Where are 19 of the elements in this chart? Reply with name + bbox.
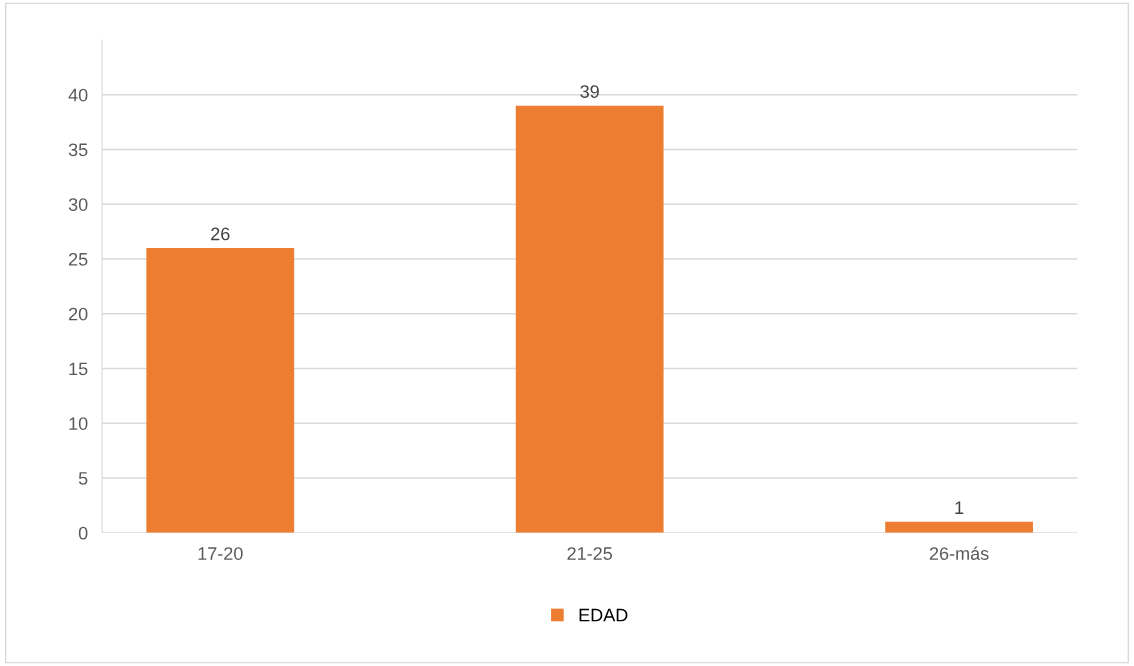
legend-label: EDAD [579, 608, 628, 622]
y-tick-label: 0 [78, 526, 88, 540]
y-tick-label: 25 [69, 252, 88, 266]
y-tick-label: 10 [69, 417, 88, 430]
data-label: 1 [955, 501, 964, 514]
bar [515, 105, 664, 533]
x-tick-label: 21-25 [567, 547, 613, 560]
y-tick-label: 5 [78, 472, 88, 485]
y-tick-label: 15 [69, 362, 88, 376]
y-tick-label: 40 [68, 88, 88, 102]
x-tick-label: 17-20 [198, 547, 243, 560]
y-tick-label: 35 [68, 143, 88, 157]
y-tick-label: 20 [69, 307, 88, 321]
x-tick-label: 26-más [929, 546, 989, 560]
data-label: 26 [211, 227, 230, 241]
data-label: 39 [580, 85, 599, 98]
bar [885, 521, 1033, 533]
y-tick-label: 30 [68, 198, 88, 211]
bar [146, 248, 295, 533]
